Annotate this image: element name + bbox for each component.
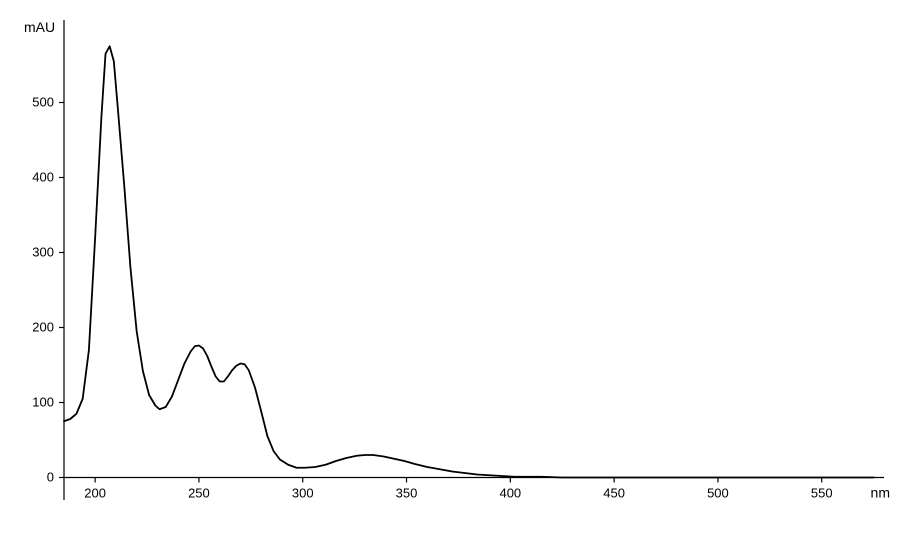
spectrum-chart: 200 250 300 350 400 450 500 550 0 100 200 300 400 500… [0,0,915,539]
y-tick-label: 500 [32,95,54,110]
x-tick-label: 550 [811,486,833,501]
x-tick-label: 300 [292,486,314,501]
x-tick-label: 500 [707,486,729,501]
y-tick-label: 400 [32,170,54,185]
chart-svg: 200 250 300 350 400 450 500 550 0 100 200 300 400 500… [0,0,915,539]
y-axis-label: mAU [24,19,55,35]
x-tick-label: 350 [396,486,418,501]
x-tick-label: 250 [188,486,210,501]
y-tick-label: 200 [32,320,54,335]
x-axis-label: nm [871,485,890,501]
x-tick-label: 400 [499,486,521,501]
x-tick-label: 450 [603,486,625,501]
y-tick-label: 100 [32,395,54,410]
x-tick-label: 200 [84,486,106,501]
y-tick-label: 0 [47,470,54,485]
spectrum-line [64,46,874,477]
y-tick-label: 300 [32,245,54,260]
